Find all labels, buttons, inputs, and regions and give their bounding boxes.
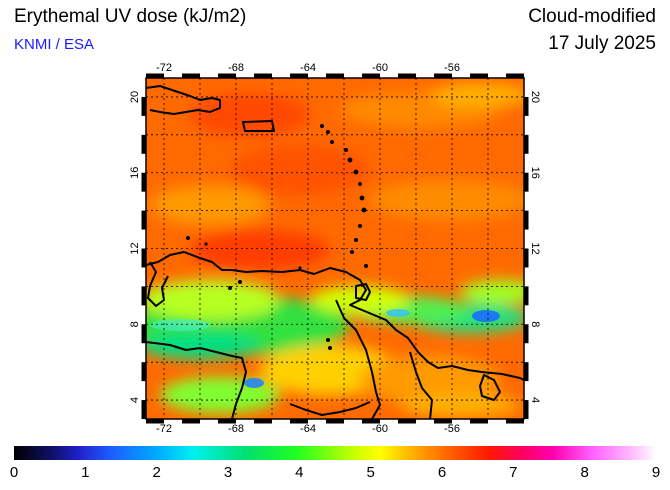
puerto-rico-coast	[242, 120, 275, 132]
maracaibo-coast	[147, 261, 169, 307]
colorbar-label: 7	[509, 464, 518, 481]
lat-label-right: 12	[529, 242, 541, 254]
hispaniola-coast	[145, 85, 221, 115]
trinidad-coast	[355, 283, 371, 301]
colorbar-label: 0	[9, 464, 19, 481]
lat-label-right: 20	[529, 91, 541, 103]
lat-label-left: 12	[129, 242, 141, 254]
guyana-border	[335, 299, 381, 420]
colorbar-label: 4	[295, 464, 304, 481]
lon-label-top: -68	[228, 62, 244, 74]
lon-label-top: -64	[300, 62, 316, 74]
colorbar-label: 6	[437, 464, 447, 481]
lat-label-left: 8	[129, 321, 141, 327]
graticule	[146, 78, 524, 419]
lon-label-top: -72	[156, 62, 172, 74]
colorbar-label: 2	[152, 464, 161, 481]
lat-label-left: 20	[129, 91, 141, 103]
coastlines	[145, 85, 525, 420]
suriname-border	[409, 351, 433, 420]
french-guiana-coast	[479, 374, 501, 401]
lon-label-top: -56	[444, 62, 460, 74]
lat-label-left: 16	[129, 167, 141, 179]
lon-label-top: -60	[372, 62, 388, 74]
lon-label-bottom: -72	[156, 423, 172, 435]
lon-label-bottom: -60	[372, 423, 388, 435]
date-label: 17 July 2025	[548, 33, 656, 54]
venezuela-coast	[145, 251, 525, 381]
orinoco-outline	[145, 341, 247, 420]
tick-labels: -72 -72 -68 -68 -64 -64 -60 -60 -56 -56 20 20 16 16 12…	[129, 62, 541, 435]
frame-ticks	[141, 73, 529, 424]
lat-label-right: 16	[529, 167, 541, 179]
lon-label-bottom: -68	[228, 423, 244, 435]
lat-label-right: 4	[529, 397, 541, 403]
colorbar	[14, 446, 656, 460]
colorbar-label: 8	[580, 464, 589, 481]
colorbar-label: 9	[651, 464, 661, 481]
island-chain	[186, 124, 368, 350]
lat-label-left: 4	[129, 397, 141, 403]
mode-label: Cloud-modified	[528, 6, 656, 27]
colorbar-label: 5	[366, 464, 375, 481]
interior-border	[289, 401, 371, 416]
lon-label-bottom: -64	[300, 423, 316, 435]
lat-label-right: 8	[529, 321, 541, 327]
title: Erythemal UV dose (kJ/m2)	[14, 6, 247, 27]
colorbar-label: 1	[81, 464, 90, 481]
lon-label-bottom: -56	[444, 423, 460, 435]
credit: KNMI / ESA	[14, 36, 95, 53]
colorbar-label: 3	[223, 464, 233, 481]
